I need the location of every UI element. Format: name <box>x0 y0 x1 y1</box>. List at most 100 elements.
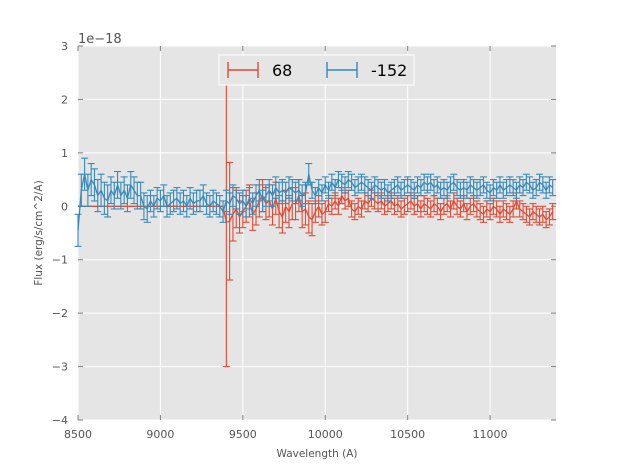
data-series <box>74 77 557 368</box>
error-bar <box>183 195 191 218</box>
error-bar <box>285 176 293 199</box>
error-bar <box>179 189 187 213</box>
error-bar <box>427 200 435 218</box>
error-bar <box>539 176 547 194</box>
error-bar <box>486 203 494 221</box>
error-bar <box>394 176 402 194</box>
error-bar <box>463 203 471 221</box>
error-bar <box>222 189 230 213</box>
error-bar <box>496 176 504 194</box>
error-bar <box>150 195 158 218</box>
error-bar <box>433 176 441 194</box>
y-scale-offset: 1e−18 <box>78 32 122 47</box>
error-bar <box>262 184 270 207</box>
error-bar <box>97 173 105 207</box>
error-bar <box>367 181 375 199</box>
error-bar <box>74 213 82 247</box>
error-bar <box>265 179 273 202</box>
error-bar <box>216 195 224 218</box>
error-bar <box>199 184 207 207</box>
error-bar <box>212 192 220 215</box>
error-bar <box>272 176 280 199</box>
legend-entry-minus-152: -152 <box>326 61 407 80</box>
legend-swatch-minus-152 <box>326 62 358 78</box>
error-bar <box>526 208 534 226</box>
error-bar <box>268 184 276 207</box>
error-bar <box>259 189 267 213</box>
legend: 68 -152 <box>218 54 415 86</box>
error-bar <box>318 203 326 226</box>
error-bar <box>186 187 194 210</box>
error-bar <box>506 205 514 223</box>
error-bar <box>189 192 197 215</box>
x-tick-label: 10500 <box>390 428 425 441</box>
error-bar <box>437 203 445 221</box>
error-bar <box>130 176 138 205</box>
error-bar <box>427 173 435 191</box>
error-bar <box>239 189 247 213</box>
error-bar <box>315 179 323 197</box>
x-tick-label: 9500 <box>229 428 257 441</box>
error-bar <box>229 184 237 207</box>
error-bar <box>298 184 306 207</box>
error-bar <box>84 173 92 207</box>
y-axis-title: Flux (erg/s/cm^2/A) <box>33 180 45 285</box>
legend-label-68: 68 <box>272 61 292 80</box>
error-bar <box>249 192 257 215</box>
error-bar <box>137 181 145 210</box>
error-bar <box>282 181 290 205</box>
error-bar <box>305 162 313 186</box>
error-bar <box>166 192 174 215</box>
error-bar <box>236 192 244 215</box>
error-bar <box>417 200 425 218</box>
error-bar <box>206 195 214 218</box>
error-bar <box>334 197 342 215</box>
error-bar <box>539 205 547 223</box>
error-bar <box>288 179 296 202</box>
x-axis-title: Wavelength (A) <box>276 448 357 460</box>
error-bar <box>512 181 520 199</box>
error-bar <box>417 179 425 197</box>
error-bar <box>110 181 118 210</box>
x-tick-label: 9000 <box>146 428 174 441</box>
error-bar <box>321 176 329 194</box>
error-bar <box>140 192 148 221</box>
x-tick-label: 8500 <box>64 428 92 441</box>
error-bar <box>295 179 303 202</box>
error-bar <box>545 208 553 226</box>
error-bar <box>114 171 122 199</box>
error-bar <box>301 181 309 205</box>
legend-label-minus-152: -152 <box>371 61 407 80</box>
error-bar <box>153 187 161 210</box>
error-bar <box>341 176 349 194</box>
error-bar <box>305 200 313 234</box>
error-bar <box>143 195 151 223</box>
error-bar <box>104 184 112 218</box>
error-bar <box>226 192 234 215</box>
error-bar <box>542 181 550 199</box>
error-bar <box>173 187 181 210</box>
error-bar <box>170 189 178 213</box>
tick-labels: 8500 9000 9500 10000 10500 11000 −4 −3 −2 −1 0 1 2 3 <box>52 40 508 441</box>
series-minus-152 <box>74 157 557 247</box>
error-bar <box>252 184 260 207</box>
error-bar <box>348 173 356 191</box>
error-bar <box>278 179 286 202</box>
error-bar <box>479 176 487 194</box>
error-bar <box>147 189 155 213</box>
error-bar <box>526 176 534 194</box>
error-bar <box>308 181 316 199</box>
error-bar <box>381 179 389 197</box>
error-bar <box>245 187 253 210</box>
error-bar <box>328 173 336 191</box>
error-bar <box>292 181 300 205</box>
legend-frame <box>218 54 415 86</box>
error-bar <box>107 176 115 205</box>
error-bar <box>351 203 359 221</box>
error-bar <box>493 200 501 218</box>
y-tick-label: 1 <box>61 147 68 160</box>
error-bar <box>450 173 458 191</box>
error-bar <box>176 192 184 215</box>
error-bar <box>242 195 250 218</box>
x-tick-label: 10000 <box>308 428 343 441</box>
